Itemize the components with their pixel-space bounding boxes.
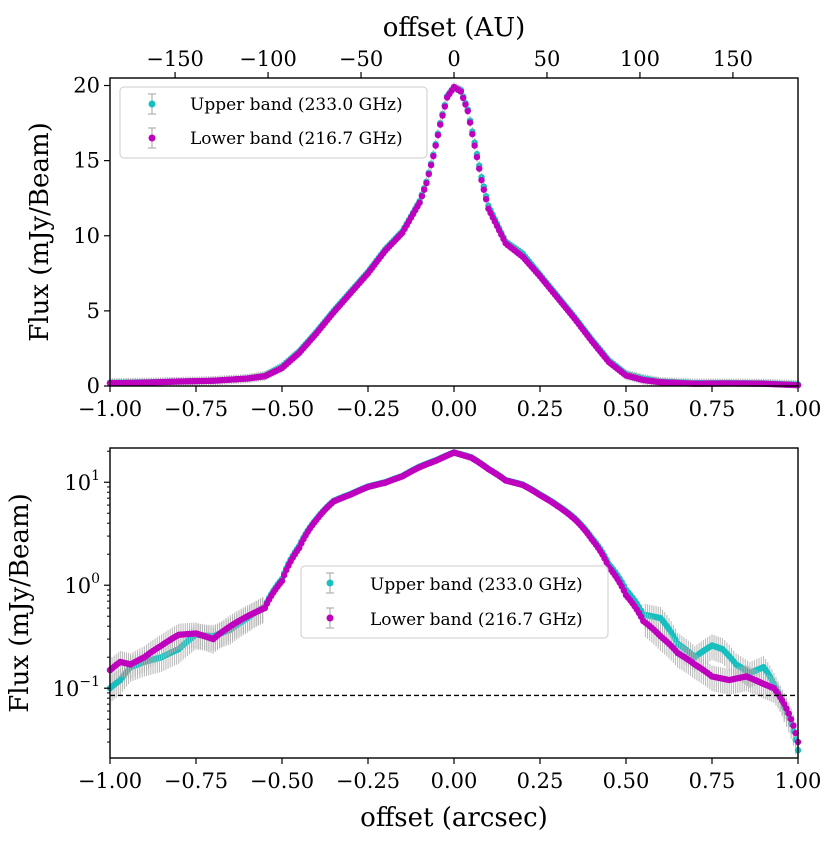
x-tick-label: −0.50 <box>250 397 314 421</box>
x-tick-label: 0.75 <box>689 397 736 421</box>
au-tick-label: 100 <box>620 47 660 71</box>
bottom-series-lower <box>106 449 802 757</box>
data-point <box>469 130 476 138</box>
data-point <box>457 88 465 95</box>
bottom-legend-box <box>300 565 609 639</box>
x-tick-label: 1.00 <box>775 397 822 421</box>
bottom-legend-marker-upper <box>326 572 334 594</box>
au-tick-label: −100 <box>239 47 297 71</box>
bottom-legend-label-upper: Upper band (233.0 GHz) <box>370 575 583 595</box>
y-tick-label: 20 <box>73 74 100 98</box>
y-tick-label: 101 <box>64 468 100 495</box>
data-point <box>783 705 790 712</box>
data-point <box>476 165 483 172</box>
top-legend-label-upper: Upper band (233.0 GHz) <box>190 95 403 115</box>
top-legend-label-lower: Lower band (216.7 GHz) <box>190 129 403 149</box>
au-tick-label: 0 <box>447 47 460 71</box>
y-tick-label: 10 <box>73 224 100 248</box>
data-point <box>280 572 288 579</box>
x-tick-label: −1.00 <box>78 397 142 421</box>
top-au-ticks: −150 −100 −50 0 50 100 150 <box>146 47 753 78</box>
data-point <box>439 112 446 119</box>
bottom-legend: Upper band (233.0 GHz) Lower band (216.7… <box>300 565 609 639</box>
x-tick-label: −1.00 <box>78 769 142 793</box>
y-tick-label: 10−1 <box>53 674 100 701</box>
top-legend-marker-lower <box>148 127 156 149</box>
data-point <box>430 152 437 160</box>
x-tick-label: 0.25 <box>517 397 564 421</box>
top-legend-box <box>119 86 428 159</box>
data-point <box>790 722 797 729</box>
data-point <box>441 103 449 110</box>
data-point <box>471 142 478 149</box>
top-au-axis-label: offset (AU) <box>383 13 526 43</box>
top-x-ticks: −1.00 −0.75 −0.50 −0.25 0.00 0.25 0.50 0.75 1.00 <box>78 386 822 421</box>
top-legend-marker-upper <box>148 93 156 115</box>
bottom-x-ticks: −1.00 −0.75 −0.50 −0.25 0.00 0.25 0.50 0.75 1.00 <box>78 758 822 793</box>
x-tick-label: −0.75 <box>164 769 228 793</box>
bottom-y-axis-label: Flux (mJy/Beam) <box>5 493 35 713</box>
bottom-y-ticks: 10−1 100 101 <box>53 450 110 743</box>
au-tick-label: 150 <box>713 47 753 71</box>
data-point <box>466 119 474 126</box>
top-panel: −1.00 −0.75 −0.50 −0.25 0.00 0.25 0.50 0.75 1.00… <box>25 13 821 421</box>
data-point <box>478 176 485 184</box>
data-point <box>427 161 435 169</box>
top-legend: Upper band (233.0 GHz) Lower band (216.7… <box>119 86 428 159</box>
x-tick-label: 0.75 <box>689 769 736 793</box>
data-point <box>459 94 467 102</box>
data-point <box>416 199 423 206</box>
bottom-legend-label-lower: Lower band (216.7 GHz) <box>370 610 583 630</box>
data-point <box>787 716 795 723</box>
data-point <box>278 577 286 585</box>
au-tick-label: −50 <box>339 47 383 71</box>
x-tick-label: 0.25 <box>517 769 564 793</box>
bottom-legend-marker-lower <box>326 607 334 629</box>
data-point <box>482 195 490 203</box>
x-tick-label: −0.25 <box>336 397 400 421</box>
top-series-lower <box>106 82 802 389</box>
y-tick-label: 15 <box>73 149 100 173</box>
au-tick-label: −150 <box>146 47 204 71</box>
data-point <box>480 186 488 193</box>
top-y-ticks: 0 5 10 15 20 <box>73 74 110 398</box>
x-tick-label: −0.25 <box>336 769 400 793</box>
data-point <box>432 142 439 149</box>
x-tick-label: 0.50 <box>603 397 650 421</box>
top-y-axis-label: Flux (mJy/Beam) <box>25 122 55 342</box>
data-point <box>437 121 444 128</box>
bottom-x-axis-label: offset (arcsec) <box>360 803 548 833</box>
data-point <box>420 186 428 193</box>
x-tick-label: −0.75 <box>164 397 228 421</box>
data-point <box>473 153 481 161</box>
bottom-panel: −1.00 −0.75 −0.50 −0.25 0.00 0.25 0.50 0.75 1.00… <box>5 447 822 833</box>
au-tick-label: 50 <box>534 47 561 71</box>
x-tick-label: 1.00 <box>775 769 822 793</box>
data-point <box>423 179 430 187</box>
data-point <box>434 131 442 139</box>
x-tick-label: 0.00 <box>431 769 478 793</box>
y-tick-label: 5 <box>87 299 100 323</box>
x-tick-label: 0.50 <box>603 769 650 793</box>
y-tick-label: 100 <box>64 571 100 598</box>
data-point <box>418 192 426 200</box>
x-tick-label: −0.50 <box>250 769 314 793</box>
x-tick-label: 0.00 <box>431 397 478 421</box>
data-point <box>785 710 793 717</box>
y-tick-label: 0 <box>87 374 100 398</box>
data-point <box>464 107 471 115</box>
data-point <box>425 170 432 178</box>
data-point <box>462 101 469 108</box>
